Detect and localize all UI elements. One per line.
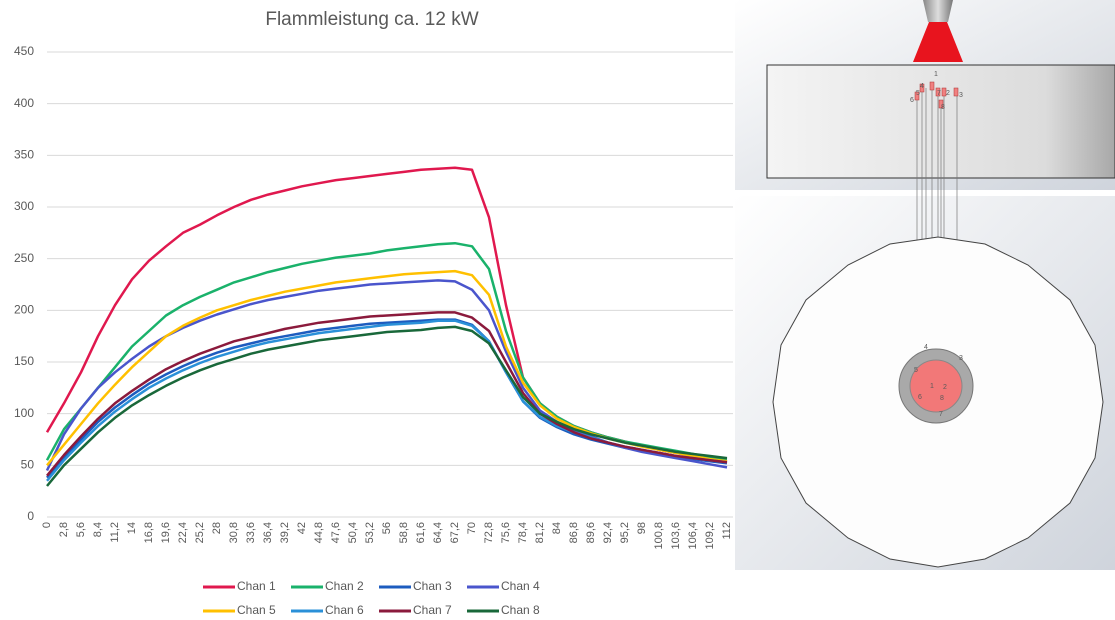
screen: Flammleistung ca. 12 kW 0501001502002503… — [0, 0, 1115, 620]
sensor-label: 7 — [939, 411, 943, 418]
x-tick-label: 67,2 — [449, 522, 461, 543]
sensor-label: 6 — [918, 394, 922, 401]
sensor-label: 2 — [946, 90, 950, 97]
x-tick-label: 89,6 — [585, 522, 597, 543]
series-line — [47, 321, 727, 481]
sensor-label: 5 — [914, 367, 918, 374]
legend-label: Chan 7 — [413, 603, 452, 617]
x-tick-label: 100,8 — [653, 522, 665, 550]
x-tick-label: 81,2 — [534, 522, 546, 543]
x-tick-label: 61,6 — [415, 522, 427, 543]
sensor-label: 4 — [924, 344, 928, 351]
x-tick-label: 30,8 — [228, 522, 240, 543]
x-tick-label: 42 — [296, 522, 308, 534]
x-tick-label: 92,4 — [602, 522, 614, 543]
x-tick-label: 22,4 — [177, 522, 189, 543]
x-tick-label: 56 — [381, 522, 393, 534]
x-tick-label: 14 — [126, 522, 138, 534]
x-tick-label: 2,8 — [58, 522, 70, 537]
y-tick-label: 200 — [14, 303, 34, 317]
x-tick-label: 47,6 — [330, 522, 342, 543]
y-tick-label: 300 — [14, 199, 34, 213]
y-tick-label: 250 — [14, 251, 34, 265]
x-tick-label: 44,8 — [313, 522, 325, 543]
x-tick-label: 95,2 — [619, 522, 631, 543]
x-tick-label: 36,4 — [262, 522, 274, 543]
y-tick-label: 450 — [14, 44, 34, 58]
x-tick-label: 86,8 — [568, 522, 580, 543]
sensor-label: 1 — [934, 71, 938, 78]
legend-label: Chan 2 — [325, 579, 364, 593]
x-tick-label: 0 — [41, 522, 53, 528]
chart-title: Flammleistung ca. 12 kW — [265, 9, 478, 30]
x-tick-label: 64,4 — [432, 522, 444, 543]
x-tick-label: 109,2 — [704, 522, 716, 550]
x-tick-label: 11,2 — [109, 522, 121, 543]
x-tick-label: 25,2 — [194, 522, 206, 543]
series-line — [47, 320, 727, 478]
x-tick-label: 106,4 — [687, 522, 699, 550]
x-tick-label: 28 — [211, 522, 223, 534]
x-tick-label: 8,4 — [92, 522, 104, 537]
sensor-label: 1 — [930, 383, 934, 390]
x-tick-label: 50,4 — [347, 522, 359, 543]
sensor-label: 2 — [943, 384, 947, 391]
legend-label: Chan 8 — [501, 603, 540, 617]
legend-label: Chan 4 — [501, 579, 540, 593]
sensor-diagram: 1 4 5 6 7 2 8 3 4 3 5 1 6 2 8 7 — [735, 0, 1115, 620]
sensor-label: 8 — [940, 395, 944, 402]
x-tick-label: 53,2 — [364, 522, 376, 543]
y-tick-label: 400 — [14, 96, 34, 110]
y-tick-label: 100 — [14, 406, 34, 420]
x-tick-label: 70 — [466, 522, 478, 534]
sensor-label: 8 — [941, 104, 945, 111]
sensor-label: 4 — [920, 83, 924, 90]
series-line — [47, 271, 727, 465]
chart: Flammleistung ca. 12 kW 0 50 100 150 200 250 3… — [0, 0, 735, 620]
sensor-label: 7 — [937, 90, 941, 97]
y-tick-label: 150 — [14, 354, 34, 368]
x-tick-label: 78,4 — [517, 522, 529, 543]
nozzle — [923, 0, 953, 22]
sensor-label: 5 — [916, 90, 920, 97]
x-tick-label: 103,6 — [670, 522, 682, 550]
sensor-label: 6 — [910, 97, 914, 104]
y-tick-label: 50 — [21, 458, 35, 472]
legend-label: Chan 6 — [325, 603, 364, 617]
legend-label: Chan 1 — [237, 579, 276, 593]
legend-label: Chan 5 — [237, 603, 276, 617]
x-tick-label: 84 — [551, 522, 563, 534]
x-tick-label: 33,6 — [245, 522, 257, 543]
x-tick-label: 39,2 — [279, 522, 291, 543]
x-tick-label: 19,6 — [160, 522, 172, 543]
y-tick-label: 350 — [14, 148, 34, 162]
legend-label: Chan 3 — [413, 579, 452, 593]
sensor-label: 3 — [959, 92, 963, 99]
x-tick-label: 98 — [636, 522, 648, 534]
x-tick-label: 72,8 — [483, 522, 495, 543]
x-tick-label: 16,8 — [143, 522, 155, 543]
sensor-label: 3 — [959, 355, 963, 362]
x-tick-label: 75,6 — [500, 522, 512, 543]
y-tick-label: 0 — [27, 509, 34, 523]
x-tick-label: 112 — [721, 522, 733, 540]
x-tick-label: 5,6 — [75, 522, 87, 537]
x-tick-label: 58,8 — [398, 522, 410, 543]
